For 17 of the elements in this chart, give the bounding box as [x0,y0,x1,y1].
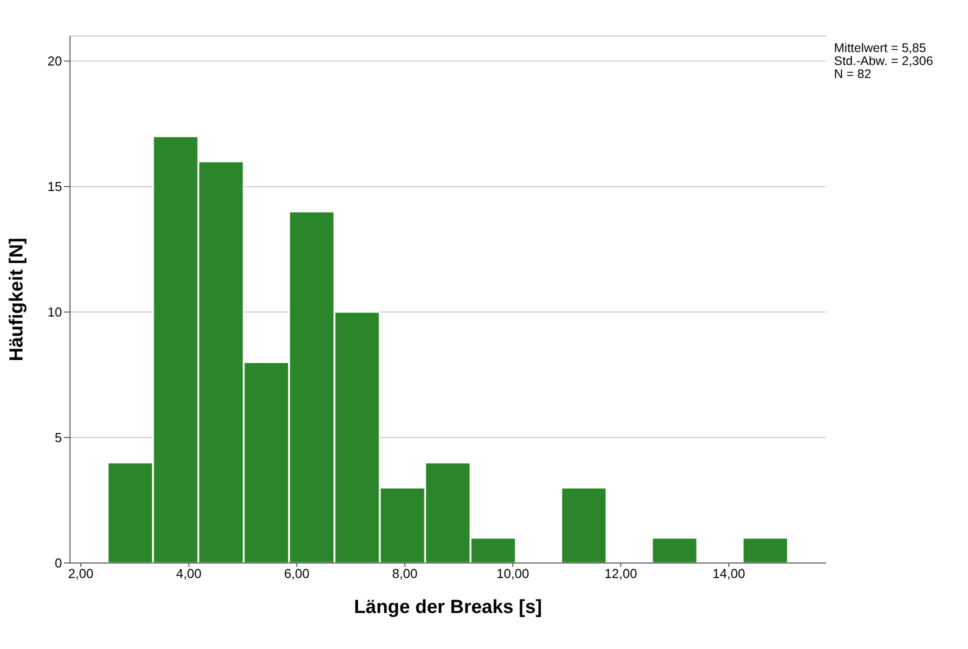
x-tick-label: 8,00 [392,566,418,582]
x-axis-title: Länge der Breaks [s] [354,597,542,618]
x-tick-label: 2,00 [68,566,94,582]
y-tick-label: 10 [48,304,62,320]
x-tick-label: 4,00 [176,566,202,582]
text: Std.-Abw. = 2,306 [834,54,934,68]
y-axis-title: Häufigkeit [N] [6,238,28,362]
y-tick-label: 20 [48,54,62,69]
y-tick-label: 5 [54,430,62,446]
x-tick-label: 12,00 [604,566,638,582]
x-tick-label: 6,00 [284,566,310,582]
text: Mittelwert = 5,85 [834,41,928,55]
x-tick-label: 10,00 [496,566,530,582]
text: N = 82 [834,67,872,81]
y-tick-label: 15 [48,179,62,194]
x-tick-label: 14,00 [712,566,746,582]
y-tick-label: 0 [54,556,62,571]
